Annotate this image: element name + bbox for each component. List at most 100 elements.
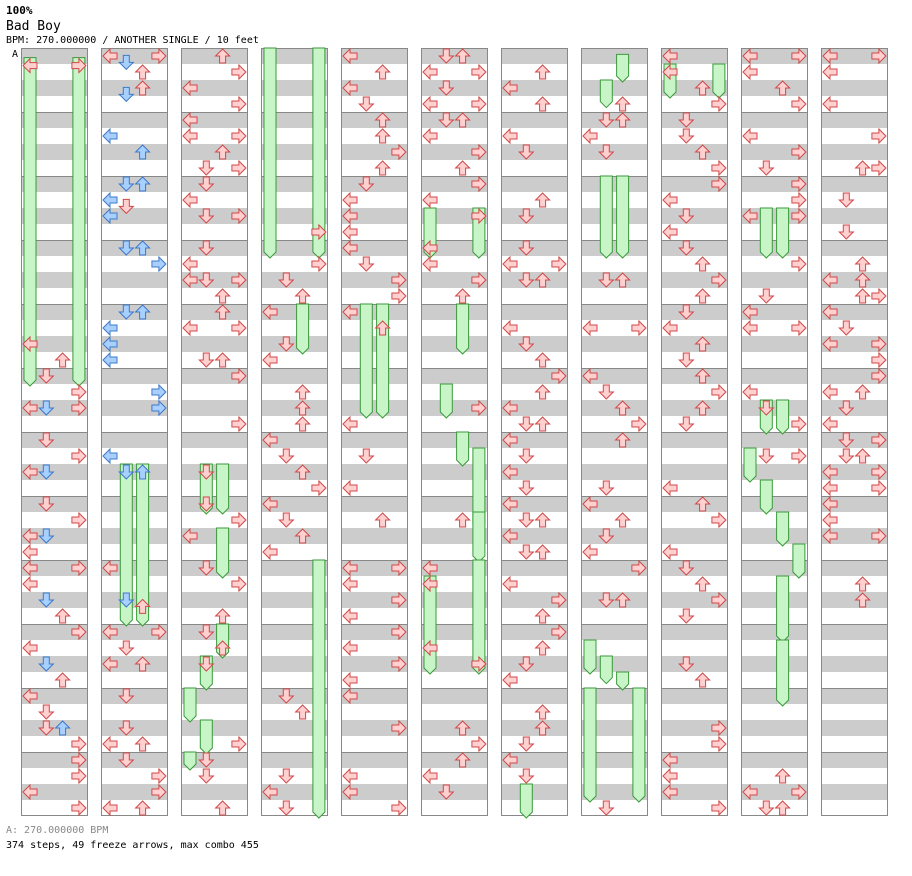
beat-band [261,560,328,576]
beat-band [341,560,408,576]
freeze-arrow [119,463,133,627]
beat-band [581,304,648,320]
beat-band [21,144,88,160]
beat-band [341,656,408,672]
freeze-arrow [472,511,486,563]
beat-band [821,208,888,224]
beat-band [181,656,248,672]
beat-band [741,784,808,800]
beat-band [501,400,568,416]
beat-band [21,464,88,480]
beat-band [101,464,168,480]
beat-band [581,208,648,224]
beat-band [21,592,88,608]
freeze-arrow [759,479,773,515]
beat-band [821,496,888,512]
beat-band [341,336,408,352]
zoom-level: 100% [6,4,33,17]
beat-band [821,432,888,448]
beat-band [581,272,648,288]
chart-column [101,48,168,816]
column-border [21,48,88,816]
beat-band [421,176,488,192]
beat-band [661,176,728,192]
beat-band [341,240,408,256]
beat-band [821,368,888,384]
beat-band [821,144,888,160]
beat-band [581,432,648,448]
beat-band [501,336,568,352]
beat-band [501,208,568,224]
beat-band [821,560,888,576]
beat-band [21,720,88,736]
beat-band [421,688,488,704]
freeze-arrow [599,175,613,259]
beat-band [581,112,648,128]
beat-band [421,144,488,160]
freeze-arrow [583,639,597,675]
beat-band [501,688,568,704]
beat-band [661,784,728,800]
beat-band [181,400,248,416]
beat-band [741,688,808,704]
freeze-arrow [776,511,790,547]
beat-band [341,272,408,288]
freeze-arrow [599,79,613,109]
freeze-arrow [199,719,213,755]
beat-band [581,784,648,800]
beat-band [821,80,888,96]
beat-band [21,176,88,192]
beat-band [101,400,168,416]
beat-band [21,400,88,416]
beat-band [21,496,88,512]
chart-info: BPM: 270.000000 / ANOTHER SINGLE / 10 fe… [6,35,259,46]
beat-band [741,592,808,608]
beat-band [741,720,808,736]
beat-band [21,272,88,288]
beat-band [341,304,408,320]
beat-band [741,368,808,384]
beat-band [421,560,488,576]
beat-band [501,592,568,608]
beat-band [261,144,328,160]
freeze-arrow [312,47,326,259]
beat-band [501,272,568,288]
beat-band [101,496,168,512]
beat-band [101,144,168,160]
column-border [341,48,408,816]
beat-band [421,784,488,800]
beat-band [21,752,88,768]
beat-band [821,400,888,416]
freeze-arrow [616,53,630,83]
beat-band [261,48,328,64]
freeze-arrow [519,783,533,819]
beat-band [261,752,328,768]
beat-band [101,784,168,800]
beat-band [421,656,488,672]
beat-band [661,336,728,352]
beat-band [821,656,888,672]
beat-band [421,592,488,608]
beat-band [181,208,248,224]
freeze-layer [23,47,806,819]
freeze-arrow [776,575,790,643]
column-border [261,48,328,816]
beat-band [341,752,408,768]
beat-band [741,432,808,448]
beat-band [181,496,248,512]
beat-band [21,80,88,96]
beat-band [341,432,408,448]
beat-band [341,528,408,544]
beat-band [661,592,728,608]
beat-band [181,752,248,768]
beat-band [581,656,648,672]
beat-band [741,240,808,256]
beat-band [661,144,728,160]
section-marker: A [12,49,18,60]
beat-band [821,176,888,192]
chart-column [21,48,88,816]
freeze-arrow [136,463,150,627]
beat-band [21,368,88,384]
beat-band [501,240,568,256]
chart-column [421,48,488,816]
